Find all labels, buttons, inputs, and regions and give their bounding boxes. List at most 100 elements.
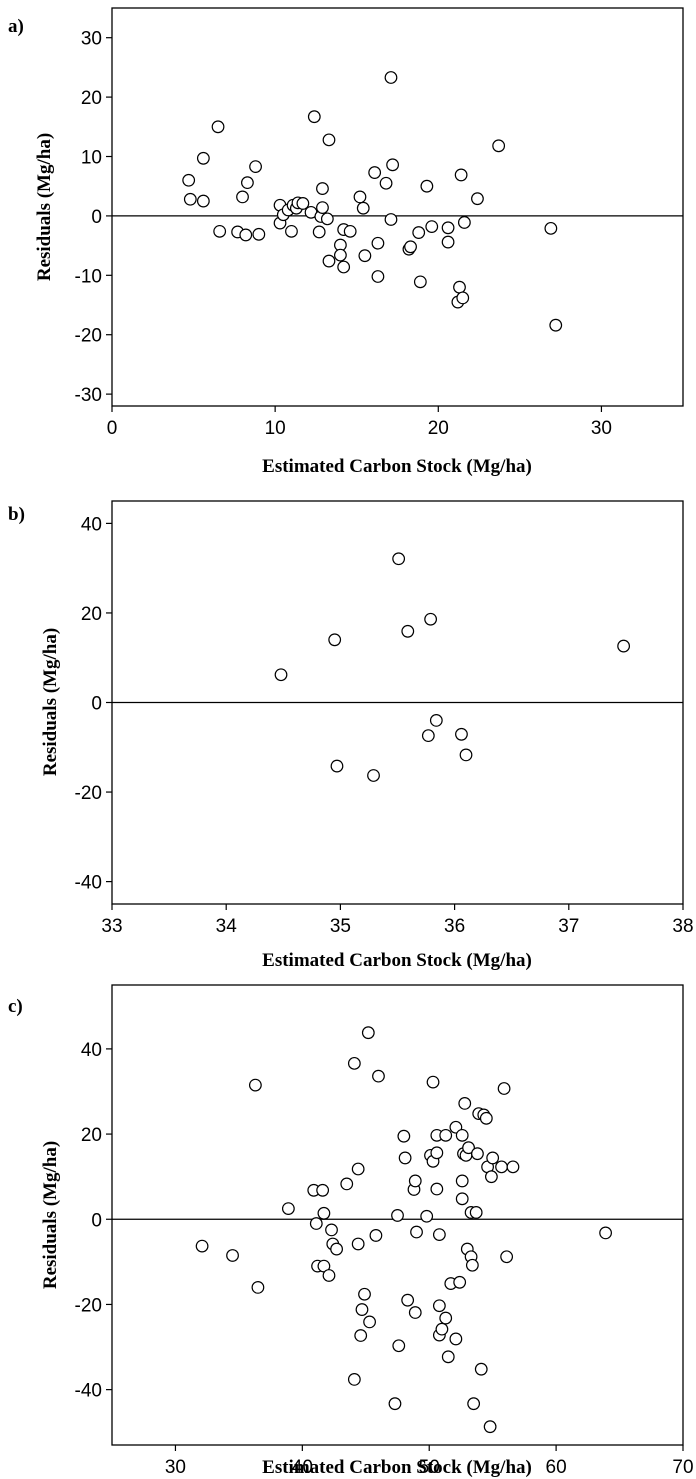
panel-c-data-point (441, 1350, 455, 1364)
panel-b-data-point (617, 639, 631, 653)
panel-a-data-point (196, 151, 210, 165)
panel-c-data-point (281, 1202, 295, 1216)
panel-a-data-point (196, 194, 210, 208)
panel-a-x-axis-title: Estimated Carbon Stock (Mg/ha) (262, 456, 532, 477)
panel-c-x-tick-label: 50 (419, 1457, 440, 1478)
panel-c-data-point (432, 1228, 446, 1241)
panel-b-data-point (328, 633, 342, 647)
panel-b-data-point (274, 668, 288, 682)
panel-c-data-point (453, 1275, 467, 1289)
panel-c-data-point (358, 1287, 371, 1301)
panel-a-data-point (441, 221, 455, 235)
panel-b-y-axis-title: Residuals (Mg/ha) (40, 628, 61, 776)
panel-c-data-point (392, 1339, 406, 1353)
panel-b-data-point (455, 727, 468, 741)
panel-c-x-tick-label: 60 (546, 1457, 567, 1478)
panel-b-x-tick-label: 36 (444, 916, 465, 937)
panel-a-data-point (379, 176, 393, 190)
panel-c-data-point (398, 1151, 412, 1165)
panel-a-data-point (307, 110, 321, 124)
panel-a-data-point (285, 224, 298, 238)
panel-c-data-point (432, 1299, 446, 1313)
panel-c-data-point (439, 1311, 453, 1325)
panel-b-x-tick-label: 37 (558, 916, 579, 937)
panel-c-data-point (439, 1128, 453, 1142)
panel-b-data-point (421, 729, 435, 743)
panel-c-y-tick-label: -20 (75, 1295, 102, 1316)
panel-c-data-point (430, 1182, 444, 1196)
panel-a-y-tick-label: 20 (81, 88, 102, 109)
panel-a-data-point (368, 166, 382, 179)
panel-a-data-point (334, 248, 347, 262)
panel-c-data-point (361, 1026, 375, 1040)
panel-c-data-point (420, 1209, 434, 1223)
panel-c-data-point (309, 1217, 323, 1230)
panel-c-data-point (430, 1146, 444, 1160)
panel-b: b) -40 -20 0 20 40 33 34 35 36 37 38 Estimated Ca… (8, 500, 694, 971)
panel-c-data-point (500, 1250, 514, 1264)
panel-a-data-point (456, 291, 470, 305)
panel-c-data-point (408, 1306, 422, 1319)
panel-c-plot-frame (111, 984, 684, 1446)
panel-b-data-point (424, 612, 438, 626)
panel-a-data-point (454, 168, 468, 182)
panel-c-data-point (391, 1209, 404, 1222)
panel-c-data-point (401, 1293, 415, 1307)
panel-b-y-axis: -40 -20 0 20 40 (75, 514, 112, 894)
panel-a-data-point (371, 270, 385, 283)
panel-a-data-point (337, 260, 351, 274)
panel-a-data-point (441, 235, 455, 249)
panel-a-data-point (183, 192, 197, 206)
panel-c-data-point (467, 1397, 481, 1411)
panel-a-data-point (322, 254, 336, 268)
panel-a-y-tick-label: -10 (75, 266, 102, 287)
panel-b-x-tick-label: 34 (216, 916, 238, 937)
panel-a-data-point (453, 280, 466, 294)
panel-a-data-point (386, 158, 400, 172)
panel-a-data-point (316, 201, 329, 214)
panel-c-points (195, 1026, 612, 1434)
panel-b-x-tick-label: 35 (330, 916, 351, 937)
panel-a-y-tick-label: 0 (91, 207, 102, 228)
panel-c-data-point (354, 1329, 368, 1342)
panel-c-data-point (455, 1174, 469, 1188)
panel-a-data-point (358, 249, 372, 263)
panel-c-data-point (195, 1239, 209, 1253)
panel-b-points (274, 552, 631, 782)
panel-c-label: c) (8, 996, 23, 1017)
panel-a-data-point (384, 71, 398, 84)
panel-c-data-point (426, 1075, 440, 1089)
panel-c-data-point (351, 1162, 365, 1176)
panel-a-data-point (371, 236, 385, 250)
panel-c-x-tick-label: 40 (292, 1457, 313, 1478)
panel-b-data-point (367, 769, 380, 782)
panel-a-data-point (544, 221, 558, 235)
panel-c-y-tick-label: -40 (75, 1381, 102, 1402)
panel-a-data-point (211, 120, 225, 134)
panel-c-data-point (226, 1249, 239, 1262)
panel-b-y-tick-label: -20 (75, 783, 102, 804)
panel-c-data-point (388, 1397, 402, 1411)
panel-c-y-tick-label: 40 (81, 1040, 102, 1061)
panel-b-x-axis: 33 34 35 36 37 38 (101, 904, 694, 937)
panel-c-data-point (325, 1223, 338, 1237)
panel-c-data-point (410, 1225, 423, 1239)
panel-c-y-tick-label: 20 (81, 1125, 102, 1146)
panel-a-data-point (404, 240, 417, 254)
panel-a-y-tick-label: 10 (81, 148, 102, 169)
panel-b-data-point (392, 552, 406, 566)
panel-c-data-point (495, 1160, 508, 1174)
panel-c-data-point (483, 1420, 497, 1434)
panel-a-data-point (252, 227, 266, 241)
panel-c-x-tick-label: 70 (672, 1457, 693, 1478)
panel-a-data-point (492, 139, 506, 153)
panel-c-data-point (340, 1177, 354, 1191)
panel-a-plot-frame (111, 7, 684, 407)
panel-b-data-point (330, 759, 344, 773)
panel-c-x-tick-label: 30 (165, 1457, 186, 1478)
panel-a-data-point (316, 182, 329, 195)
panel-c-y-tick-label: 0 (91, 1210, 102, 1231)
panel-b-label: b) (8, 504, 25, 525)
panel-a-data-point (420, 179, 434, 193)
